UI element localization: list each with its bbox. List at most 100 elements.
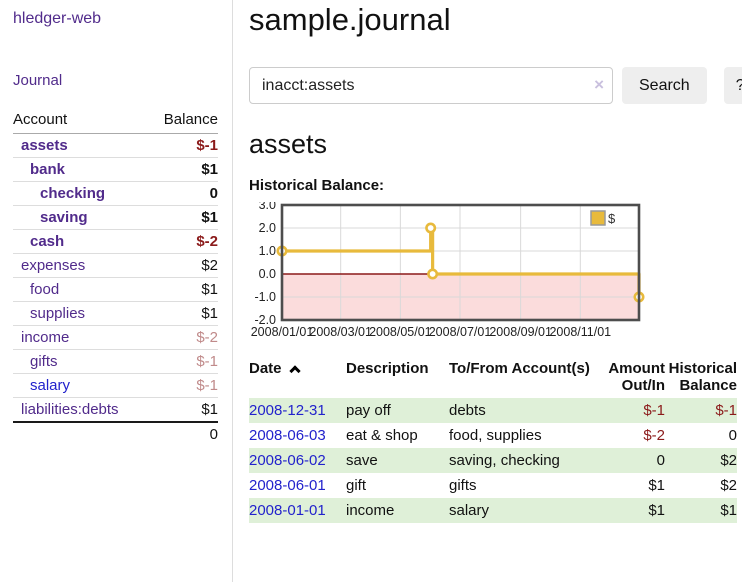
account-row: supplies $1 bbox=[13, 301, 218, 326]
date-link[interactable]: 2008-12-31 bbox=[249, 402, 326, 419]
search-input[interactable] bbox=[249, 67, 613, 104]
account-link[interactable]: gifts bbox=[30, 353, 58, 370]
help-button[interactable]: ? bbox=[723, 67, 742, 104]
register-cell: gift bbox=[346, 477, 367, 494]
account-heading: assets bbox=[249, 129, 328, 159]
svg-text:2008/05/01: 2008/05/01 bbox=[369, 325, 432, 339]
svg-text:3.0: 3.0 bbox=[259, 202, 276, 212]
account-balance: $-1 bbox=[148, 373, 218, 398]
main-panel: sample.journal × Search ? assets Histori… bbox=[233, 0, 742, 582]
accounts-header-account: Account bbox=[13, 108, 149, 134]
svg-text:2008/11/01: 2008/11/01 bbox=[549, 325, 611, 339]
account-balance: $-2 bbox=[148, 229, 218, 254]
account-balance: $-2 bbox=[148, 325, 218, 350]
balance-cell: $1 bbox=[720, 502, 737, 519]
account-balance: $1 bbox=[148, 205, 218, 230]
account-link[interactable]: supplies bbox=[30, 305, 86, 322]
account-balance: $1 bbox=[148, 157, 218, 182]
svg-text:2008/07/01: 2008/07/01 bbox=[429, 325, 492, 339]
register-cell: saving, checking bbox=[449, 452, 560, 469]
register-row: 2008-06-02 save saving, checking 0 $2 bbox=[249, 448, 737, 473]
amount-cell: $1 bbox=[648, 502, 665, 519]
register-header-accounts: To/From Account(s) bbox=[449, 360, 590, 377]
account-link[interactable]: liabilities:debts bbox=[21, 401, 119, 418]
account-balance: $1 bbox=[148, 277, 218, 302]
balance-cell: $-1 bbox=[715, 402, 737, 419]
brand-link[interactable]: hledger-web bbox=[13, 10, 102, 27]
account-link[interactable]: salary bbox=[30, 377, 71, 394]
accounts-table: Account Balance assets $-1 bank $1 checking 0… bbox=[13, 108, 218, 446]
balance-cell: 0 bbox=[728, 427, 737, 444]
date-link[interactable]: 2008-06-03 bbox=[249, 427, 326, 444]
account-row: bank $1 bbox=[13, 157, 218, 182]
account-row: food $1 bbox=[13, 277, 218, 302]
register-cell: 2008-06-01 bbox=[249, 473, 346, 498]
register-row: 2008-12-31 pay off debts $-1 $-1 bbox=[249, 398, 737, 423]
register-cell: 2008-06-03 bbox=[249, 423, 346, 448]
historical-balance-chart: 3.0 2.0 1.0 0.0 -1.0 -2.0 2008/01/01 2008/03/01… bbox=[249, 202, 742, 342]
account-link[interactable]: income bbox=[21, 329, 70, 346]
balance-cell: $2 bbox=[720, 477, 737, 494]
amount-cell: $-2 bbox=[643, 427, 665, 444]
accounts-header-balance: Balance bbox=[148, 108, 218, 134]
account-row: saving $1 bbox=[13, 205, 218, 230]
register-cell: eat & shop bbox=[346, 427, 418, 444]
register-cell: income bbox=[346, 502, 395, 519]
register-header-amount: Amount Out/In bbox=[608, 360, 665, 394]
svg-text:-2.0: -2.0 bbox=[254, 313, 276, 327]
register-cell: pay off bbox=[346, 402, 391, 419]
accounts-total-value: 0 bbox=[148, 421, 218, 446]
account-row: gifts $-1 bbox=[13, 349, 218, 374]
account-balance: $1 bbox=[148, 301, 218, 326]
register-cell: salary bbox=[449, 502, 490, 519]
account-link[interactable]: assets bbox=[21, 137, 68, 154]
register-cell: debts bbox=[449, 402, 486, 419]
account-link[interactable]: expenses bbox=[21, 257, 86, 274]
account-row: assets $-1 bbox=[13, 133, 218, 158]
register-header-balance: Historical Balance bbox=[668, 360, 737, 394]
svg-text:1.0: 1.0 bbox=[259, 244, 276, 258]
register-cell: 2008-01-01 bbox=[249, 498, 346, 523]
account-balance: $-1 bbox=[148, 133, 218, 158]
search-form: × Search ? bbox=[249, 67, 742, 104]
register-header-row: Date Description To/From Account(s) Amou… bbox=[249, 358, 737, 398]
account-balance: 0 bbox=[148, 181, 218, 206]
chart-title: Historical Balance: bbox=[249, 177, 385, 194]
account-link[interactable]: bank bbox=[30, 161, 66, 178]
svg-text:0.0: 0.0 bbox=[259, 267, 276, 281]
clear-search-icon[interactable]: × bbox=[594, 75, 604, 94]
register-row: 2008-06-03 eat & shop food, supplies $-2 0 bbox=[249, 423, 737, 448]
account-link[interactable]: checking bbox=[40, 185, 106, 202]
account-link[interactable]: saving bbox=[40, 209, 88, 226]
search-button[interactable]: Search bbox=[622, 67, 707, 104]
account-balance: $2 bbox=[148, 253, 218, 278]
account-row: liabilities:debts $1 bbox=[13, 398, 218, 423]
amount-cell: 0 bbox=[656, 452, 665, 469]
date-link[interactable]: 2008-06-02 bbox=[249, 452, 326, 469]
search-field-wrap: × bbox=[249, 67, 613, 104]
sort-ascending-icon bbox=[288, 365, 301, 377]
page-title: sample.journal bbox=[249, 2, 451, 37]
sidebar-item-journal[interactable]: Journal bbox=[13, 72, 63, 89]
date-link[interactable]: 2008-06-01 bbox=[249, 477, 326, 494]
accounts-total-row: 0 bbox=[13, 421, 218, 446]
svg-text:2008/01/01: 2008/01/01 bbox=[251, 325, 314, 339]
account-row: income $-2 bbox=[13, 325, 218, 350]
svg-text:2.0: 2.0 bbox=[259, 221, 276, 235]
account-row: checking 0 bbox=[13, 181, 218, 206]
account-row: cash $-2 bbox=[13, 229, 218, 254]
account-row: expenses $2 bbox=[13, 253, 218, 278]
register-cell: 2008-12-31 bbox=[249, 398, 346, 423]
svg-text:$: $ bbox=[608, 211, 616, 226]
account-link[interactable]: cash bbox=[30, 233, 65, 250]
legend-swatch bbox=[590, 210, 606, 226]
account-balance: $-1 bbox=[148, 349, 218, 374]
account-link[interactable]: food bbox=[30, 281, 60, 298]
sidebar: hledger-web Journal Account Balance asse… bbox=[0, 0, 233, 582]
svg-text:2008/03/01: 2008/03/01 bbox=[309, 325, 372, 339]
register-header-date[interactable]: Date bbox=[249, 358, 346, 398]
register-cell: gifts bbox=[449, 477, 477, 494]
date-link[interactable]: 2008-01-01 bbox=[249, 502, 326, 519]
svg-text:2008/09/01: 2008/09/01 bbox=[489, 325, 552, 339]
